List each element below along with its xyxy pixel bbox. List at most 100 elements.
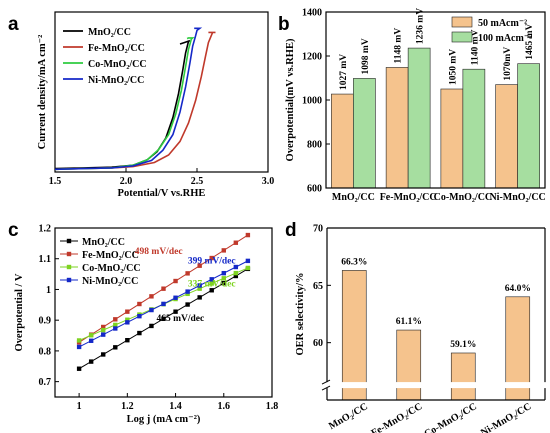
data-point xyxy=(76,344,82,350)
axis-break-mark xyxy=(321,385,331,391)
slope-annotation-3: 465 mV/dec xyxy=(156,314,204,324)
legend-swatch-marker-1 xyxy=(66,251,72,257)
y-tick-label: 1.2 xyxy=(39,224,52,235)
x-tick-label: 1.2 xyxy=(121,401,134,412)
bar-value-label: 66.3% xyxy=(341,257,367,267)
data-point xyxy=(101,352,106,357)
legend-swatch-1 xyxy=(451,31,473,43)
x-tick-label: MnO₂/CC xyxy=(327,401,370,432)
legend-label-0: MnO₂/CC xyxy=(88,27,131,38)
y-tick-label: 1000 xyxy=(302,96,322,107)
x-tick-label: 1.8 xyxy=(266,401,279,412)
panel-d: d 60 65 70 OER selectivity/% 66.3% MnO₂/CC 61.1… xyxy=(285,220,546,433)
bar-1 xyxy=(396,329,422,401)
y-tick-label: 1.1 xyxy=(39,254,52,265)
data-point xyxy=(233,273,239,279)
data-point xyxy=(149,294,154,299)
series-line-3 xyxy=(54,27,203,171)
data-point xyxy=(161,301,166,307)
x-tick-label: MnO₂/CC xyxy=(332,192,375,203)
x-tick-label: 2.5 xyxy=(191,176,204,187)
panel-letter-a: a xyxy=(8,14,19,35)
data-point xyxy=(125,309,130,314)
data-point xyxy=(125,320,130,325)
data-point xyxy=(173,278,178,284)
data-point xyxy=(113,317,118,322)
data-point xyxy=(125,337,130,343)
series-line-2 xyxy=(54,37,195,171)
y-tick-label: 65 xyxy=(313,281,323,292)
y-tick-label: 1400 xyxy=(302,8,322,19)
data-point xyxy=(125,317,130,322)
x-tick-label: Fe-MnO₂/CC xyxy=(369,401,424,433)
data-point xyxy=(101,332,106,337)
data-point xyxy=(149,323,154,329)
y-tick-label: 70 xyxy=(313,224,323,235)
y-tick-label: 800 xyxy=(307,140,322,151)
bar-3-0 xyxy=(495,84,518,189)
data-point xyxy=(185,271,190,276)
x-tick-label: 1.6 xyxy=(218,401,231,412)
data-point xyxy=(245,265,251,271)
bar-3-1 xyxy=(517,63,540,189)
data-point xyxy=(209,277,214,282)
legend-swatch-0 xyxy=(451,16,473,28)
data-point xyxy=(113,345,118,350)
bar-0-0 xyxy=(331,93,354,189)
data-point xyxy=(233,240,239,245)
legend-label-1: 100 mAcm⁻² xyxy=(478,33,532,44)
plot-frame xyxy=(54,227,273,398)
x-tick-label: Ni-MnO₂/CC xyxy=(479,401,533,433)
panel-b: b 600 800 1000 1200 1400 Overpotential(mV vs.R… xyxy=(278,8,546,204)
data-point xyxy=(197,286,202,291)
data-point xyxy=(161,286,166,291)
bar-1-1 xyxy=(407,47,431,189)
data-point xyxy=(113,326,118,331)
bar-value-label: 1050 mV xyxy=(448,49,458,85)
data-point xyxy=(88,338,94,343)
data-point xyxy=(137,330,142,336)
panel-letter-c: c xyxy=(8,220,19,241)
x-tick-label: Ni-MnO₂/CC xyxy=(489,192,545,203)
x-tick-label: 1.5 xyxy=(49,176,62,187)
y-tick-label: 0.9 xyxy=(39,316,52,327)
bar-value-label: 1148 mV xyxy=(394,28,404,64)
axis-break-mark xyxy=(321,379,331,385)
y-axis-title: OER selectivity/% xyxy=(295,272,306,355)
legend-label-3: Ni-MnO₂/CC xyxy=(82,276,138,287)
y-tick-label: 1200 xyxy=(302,52,322,63)
panel-letter-d: d xyxy=(285,220,297,241)
plot-frame xyxy=(54,11,269,173)
data-point xyxy=(173,309,178,314)
bar-2-0 xyxy=(440,88,464,189)
y-tick-label: 0.8 xyxy=(39,346,52,357)
legend-swatch-marker-0 xyxy=(66,238,72,244)
data-point xyxy=(88,359,94,364)
data-point xyxy=(221,248,226,253)
data-point xyxy=(197,263,202,268)
data-point xyxy=(185,302,190,307)
legend-swatch-marker-3 xyxy=(66,277,72,283)
y-axis-title: Current density/mA cm⁻² xyxy=(37,35,48,150)
data-point xyxy=(245,258,251,264)
bar-value-label: 1236 mV xyxy=(416,8,426,44)
legend-label-1: Fe-MnO₂/CC xyxy=(88,43,145,54)
bar-value-label: 59.1% xyxy=(450,340,476,350)
x-tick-label: 2.0 xyxy=(120,176,133,187)
slope-annotation-1: 399 mV/dec xyxy=(188,256,236,266)
data-point xyxy=(185,291,190,297)
data-point xyxy=(245,232,251,238)
bar-0-1 xyxy=(353,78,376,189)
data-point xyxy=(209,288,214,293)
data-point xyxy=(209,255,214,261)
data-point xyxy=(161,316,166,321)
slope-annotation-2: 337 mV/dec xyxy=(188,279,236,289)
data-point xyxy=(76,366,82,371)
bar-value-label: 1027 mV xyxy=(339,54,349,90)
axis-break-gap xyxy=(321,382,546,389)
bar-value-label: 1140 mV xyxy=(470,29,480,65)
bar-value-label: 1465 mV xyxy=(525,23,535,59)
slope-annotation-0: 498 mV/dec xyxy=(135,247,183,257)
data-point xyxy=(88,333,94,338)
